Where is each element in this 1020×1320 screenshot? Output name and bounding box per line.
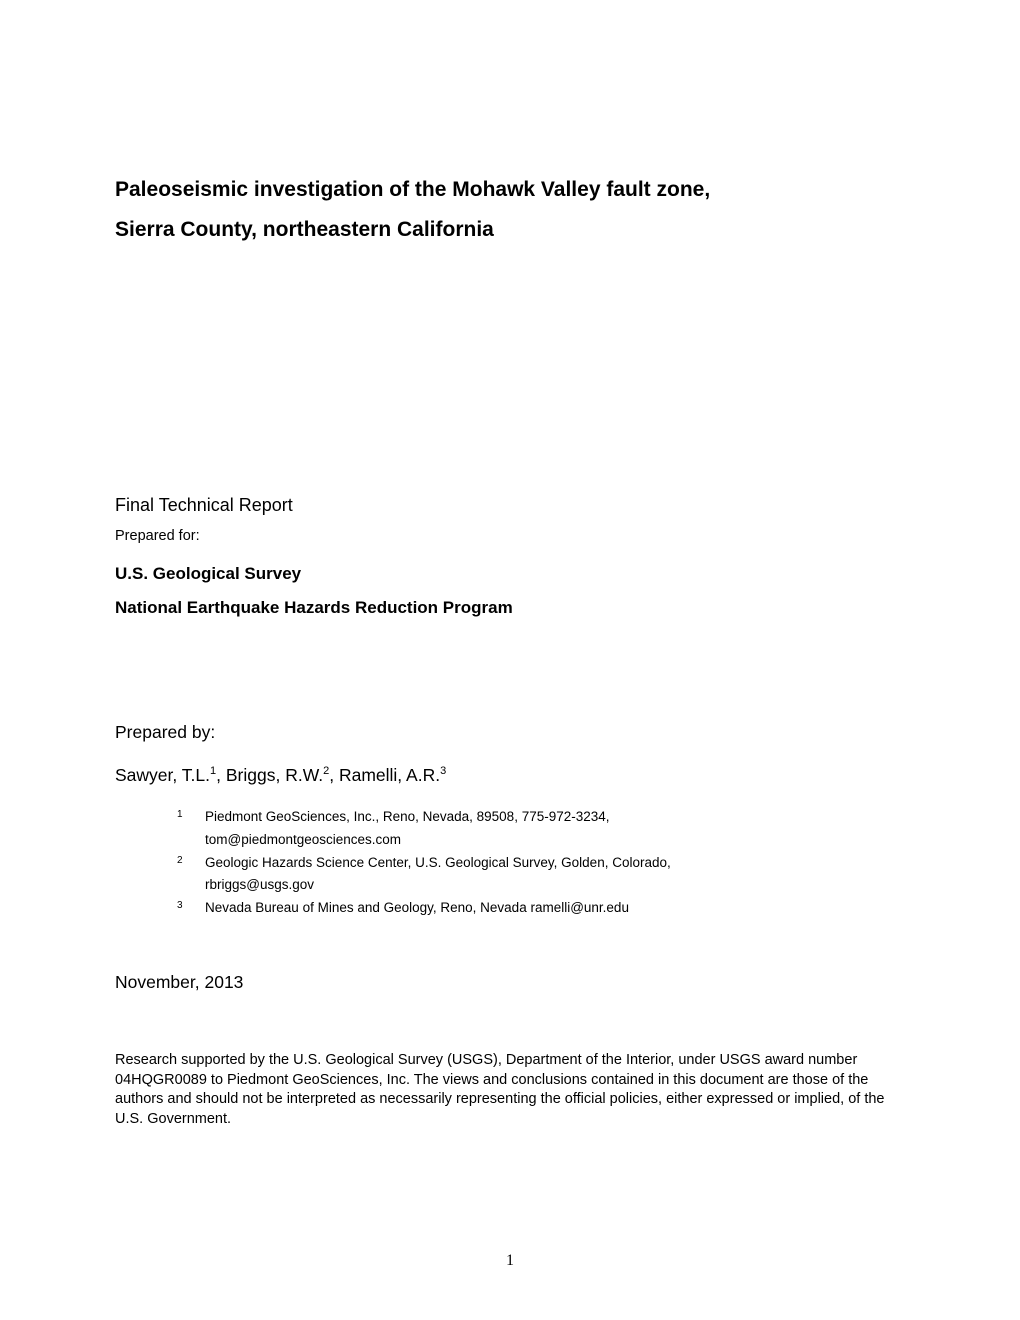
affiliation-2: 2 Geologic Hazards Science Center, U.S. … [177,854,905,873]
author-2-name: , Briggs, R.W. [216,765,323,785]
affiliation-1-email: tom@piedmontgeosciences.com [177,831,401,850]
affiliation-1: 1 Piedmont GeoSciences, Inc., Reno, Neva… [177,808,905,827]
affiliations-block: 1 Piedmont GeoSciences, Inc., Reno, Neva… [115,808,905,918]
affiliation-1-number: 1 [177,808,205,822]
spacer [115,250,905,495]
affiliation-2-email: rbriggs@usgs.gov [177,876,314,895]
authors-list: Sawyer, T.L.1, Briggs, R.W.2, Ramelli, A… [115,765,905,786]
affiliation-1-email-row: tom@piedmontgeosciences.com [177,831,905,850]
affiliation-3-number: 3 [177,899,205,913]
spacer [115,922,905,972]
author-3-name: , Ramelli, A.R. [329,765,440,785]
organization-program: National Earthquake Hazards Reduction Pr… [115,598,905,618]
affiliation-2-email-row: rbriggs@usgs.gov [177,876,905,895]
report-type: Final Technical Report [115,495,905,516]
affiliation-3-text: Nevada Bureau of Mines and Geology, Reno… [205,899,905,918]
affiliation-2-text: Geologic Hazards Science Center, U.S. Ge… [205,854,905,873]
document-date: November, 2013 [115,972,905,993]
disclaimer-text: Research supported by the U.S. Geologica… [115,1051,905,1129]
page-number: 1 [0,1252,1020,1270]
document-title-line2: Sierra County, northeastern California [115,210,905,250]
affiliation-1-text: Piedmont GeoSciences, Inc., Reno, Nevada… [205,808,905,827]
prepared-for-label: Prepared for: [115,528,905,544]
organization-primary: U.S. Geological Survey [115,564,905,584]
document-title-line1: Paleoseismic investigation of the Mohawk… [115,170,905,210]
author-1-name: Sawyer, T.L. [115,765,210,785]
author-3-superscript: 3 [440,765,446,777]
affiliation-2-number: 2 [177,854,205,868]
affiliation-3: 3 Nevada Bureau of Mines and Geology, Re… [177,899,905,918]
spacer [115,632,905,722]
prepared-by-label: Prepared by: [115,722,905,743]
